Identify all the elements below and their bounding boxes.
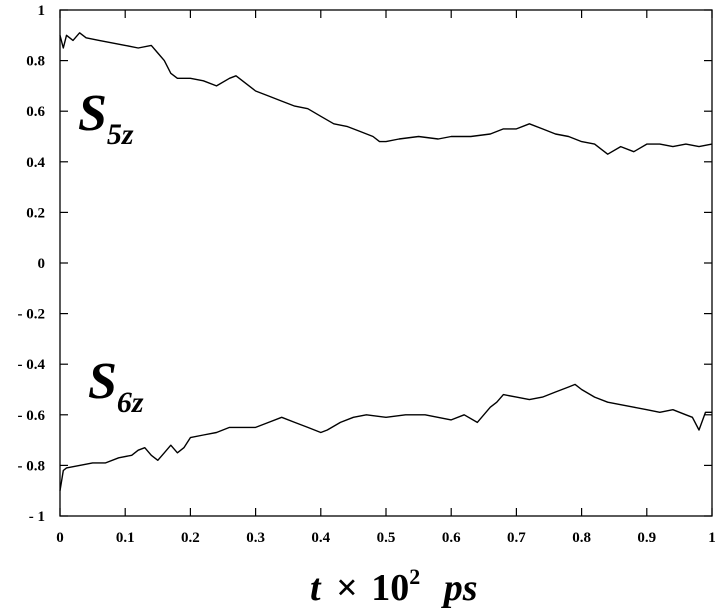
y-tick-label: 1 xyxy=(38,3,46,19)
y-tick-label: - 0.8 xyxy=(18,458,46,474)
x-axis-label-unit: ps xyxy=(441,567,478,609)
y-tick-label: 0 xyxy=(38,256,46,272)
y-tick-label: 0.2 xyxy=(26,205,45,221)
x-tick-label: 0.7 xyxy=(507,530,526,546)
x-axis-label-num: 10 xyxy=(371,567,409,609)
x-axis-label-times: × xyxy=(336,567,358,609)
x-tick-label: 0.3 xyxy=(246,530,265,546)
x-tick-label: 0.2 xyxy=(181,530,200,546)
x-axis-label: t × 102 ps xyxy=(310,551,478,609)
x-axis-label-exp: 2 xyxy=(409,564,420,589)
tick-labels: 0 0.1 0.2 0.3 0.4 0.5 0.6 0.7 0.8 0.9 1 1 0.8 0.6 0.4 0… xyxy=(18,3,716,546)
x-axis-label-var: t xyxy=(310,567,322,609)
series-lines xyxy=(59,32,713,491)
x-tick-label: 1 xyxy=(708,530,716,546)
y-tick-label: 0.8 xyxy=(26,54,45,70)
series-label-s5z-main: S xyxy=(78,85,107,142)
x-tick-label: 0.6 xyxy=(442,530,461,546)
y-tick-label: - 1 xyxy=(29,509,45,525)
plot-frame xyxy=(59,9,713,517)
x-tick-label: 0.1 xyxy=(116,530,135,546)
series-label-s6z-main: S xyxy=(88,353,117,410)
y-tick-label: - 0.2 xyxy=(18,307,46,323)
series-label-s5z: S5z xyxy=(78,85,134,151)
axis-ticks xyxy=(59,9,713,517)
x-tick-label: 0.8 xyxy=(572,530,591,546)
series-label-s6z: S6z xyxy=(88,353,144,419)
series-line-s5z xyxy=(59,32,713,155)
y-tick-label: - 0.6 xyxy=(18,408,46,424)
y-tick-label: 0.4 xyxy=(26,155,45,171)
series-line-s6z xyxy=(59,383,712,491)
series-label-s5z-sub: 5z xyxy=(107,118,134,151)
x-tick-label: 0.9 xyxy=(637,530,656,546)
x-tick-label: 0.4 xyxy=(311,530,330,546)
y-tick-label: - 0.4 xyxy=(18,357,46,373)
x-tick-label: 0 xyxy=(56,530,64,546)
y-tick-label: 0.6 xyxy=(26,104,45,120)
x-tick-label: 0.5 xyxy=(377,530,396,546)
series-label-s6z-sub: 6z xyxy=(117,386,144,419)
